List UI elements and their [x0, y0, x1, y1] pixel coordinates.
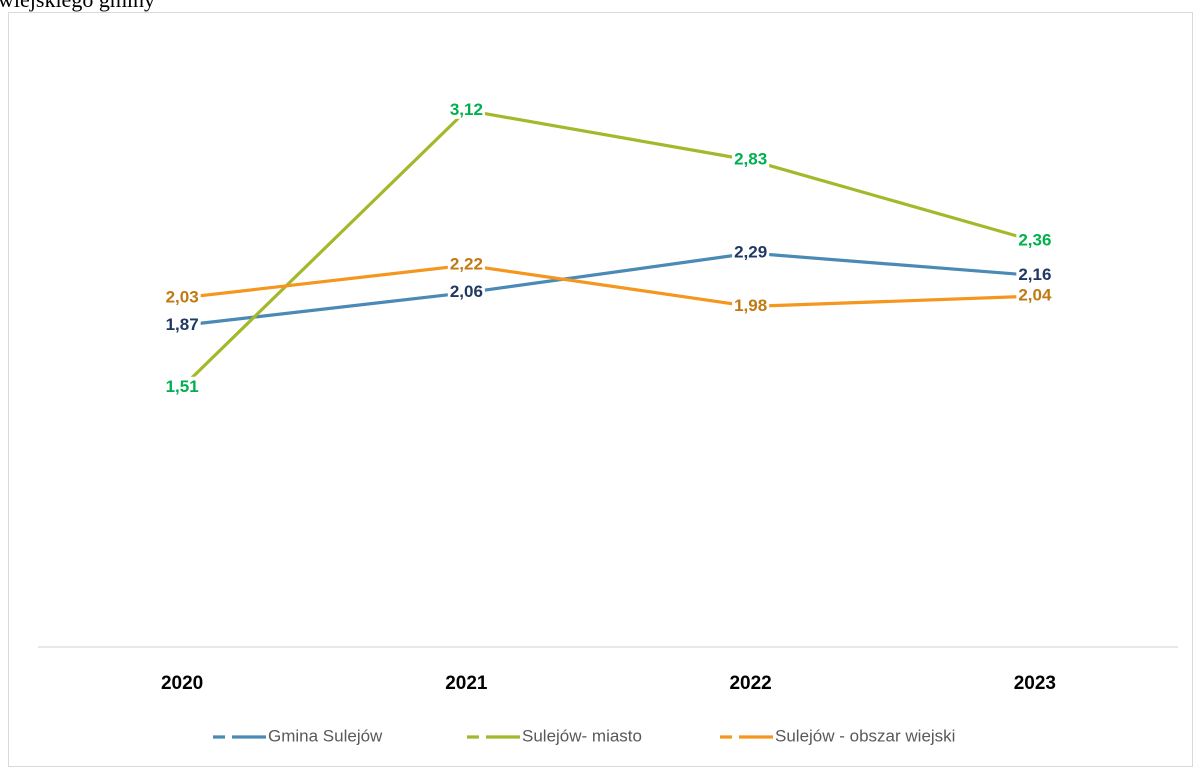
series-line: [181, 263, 1035, 309]
data-label: 2,16: [1018, 265, 1051, 284]
x-tick-label: 2020: [161, 673, 203, 694]
data-label: 2,04: [1018, 286, 1052, 305]
data-label-bg: [1016, 264, 1054, 284]
data-label: 2,06: [450, 282, 483, 301]
data-label-bg: [732, 242, 770, 262]
data-label: 2,83: [734, 150, 767, 169]
legend-label: Sulejów - obszar wiejski: [775, 726, 955, 745]
lines: [181, 108, 1036, 389]
data-label: 2,36: [1018, 231, 1051, 250]
data-label: 1,87: [166, 315, 199, 334]
series-line: [181, 108, 1036, 389]
data-label-bg: [732, 149, 770, 169]
data-label-bg: [163, 314, 201, 334]
series-line: [181, 251, 1036, 327]
x-tick-label: 2022: [729, 673, 771, 694]
data-label-bg: [163, 376, 201, 396]
x-tick-label: 2023: [1014, 673, 1056, 694]
data-label-bg: [1016, 285, 1054, 305]
data-label: 1,51: [166, 377, 199, 396]
data-label: 3,12: [450, 100, 483, 119]
x-tick-label: 2021: [445, 673, 488, 694]
chart-title: wiejskiego gminy: [0, 0, 155, 12]
data-labels: 1,87 2,06 2,29 2,16 1,51 3,12 2,83 2,36 2,03 2,22…: [163, 99, 1054, 396]
data-label: 2,29: [734, 243, 767, 262]
data-label: 2,03: [166, 287, 199, 306]
legend-label: Gmina Sulejów: [268, 726, 383, 745]
data-label-bg: [447, 99, 485, 119]
legend-label: Sulejów- miasto: [522, 726, 642, 745]
data-label-bg: [447, 282, 485, 302]
data-label-bg: [447, 254, 485, 274]
data-label-bg: [163, 287, 201, 307]
data-label: 1,98: [734, 296, 767, 315]
data-label-bg: [1016, 230, 1054, 250]
data-label-bg: [732, 295, 770, 315]
data-label: 2,22: [450, 255, 483, 274]
